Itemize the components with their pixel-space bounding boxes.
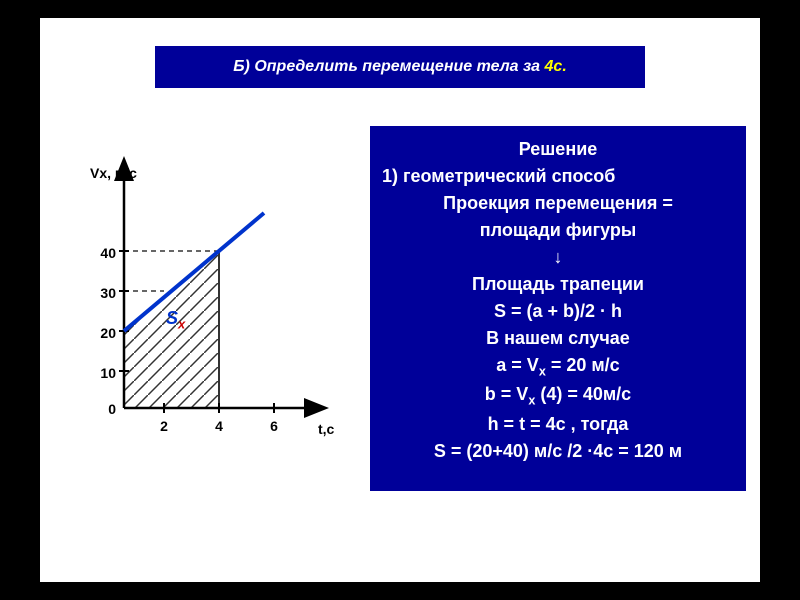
solution-line7: b = Vx (4) = 40м/с [382,381,734,410]
area-label: Sx [166,308,185,332]
xtick-2: 2 [154,418,174,434]
xtick-4: 4 [209,418,229,434]
down-arrow-icon: ↓ [382,244,734,271]
ytick-30: 30 [88,285,116,301]
sx-main: S [166,308,178,328]
velocity-chart: Vx, м/с t,c 0 10 20 30 40 2 4 6 Sx [64,143,364,453]
title-text: Б) Определить перемещение тела за 4с. [233,58,567,76]
solution-heading: Решение [382,136,734,163]
title-box: Б) Определить перемещение тела за 4с. [155,46,645,88]
solution-line3: площади фигуры [382,217,734,244]
solution-line5: В нашем случае [382,325,734,352]
ytick-10: 10 [88,365,116,381]
xtick-6: 6 [264,418,284,434]
slide-container: Б) Определить перемещение тела за 4с. [40,18,760,582]
solution-line4: Площадь трапеции [382,271,734,298]
ytick-40: 40 [88,245,116,261]
title-highlight: 4с. [545,58,567,75]
y-axis-label: Vx, м/с [90,165,137,181]
solution-formula: S = (a + b)/2 · h [382,298,734,325]
solution-line6: a = Vx = 20 м/с [382,352,734,381]
origin-label: 0 [88,401,116,417]
ytick-20: 20 [88,325,116,341]
solution-line9: S = (20+40) м/с /2 ·4с = 120 м [382,438,734,465]
x-axis-label: t,c [318,421,334,437]
solution-line8: h = t = 4c , тогда [382,411,734,438]
title-prefix: Б) Определить перемещение тела за [233,58,544,75]
solution-box: Решение 1) геометрический способ Проекци… [370,126,746,491]
sx-sub: x [178,317,185,332]
solution-line1: 1) геометрический способ [382,163,734,190]
solution-line2: Проекция перемещения = [382,190,734,217]
